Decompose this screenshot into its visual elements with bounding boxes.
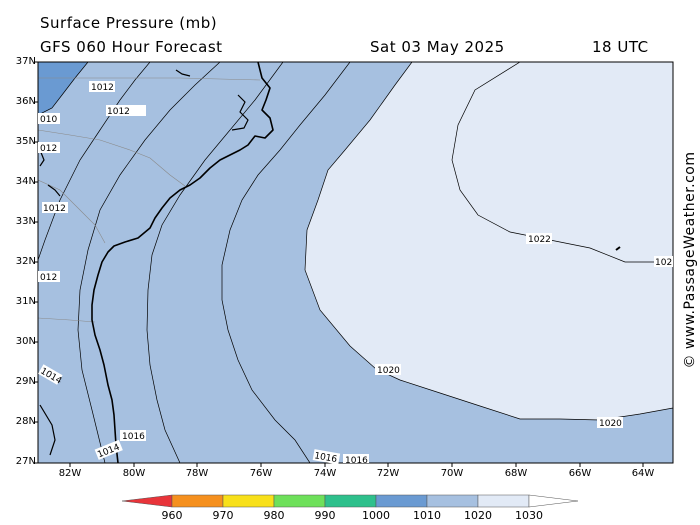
lon-label: 78W	[185, 468, 209, 479]
contour-label-1010: 010	[40, 115, 57, 125]
colorbar-label: 1030	[515, 509, 543, 522]
contour-label-1012: 012	[40, 273, 57, 283]
state-borders	[38, 77, 261, 323]
lon-label: 70W	[440, 468, 464, 479]
axis-ticks	[34, 61, 644, 467]
lon-label: 64W	[631, 468, 655, 479]
colorbar-segment	[477, 494, 530, 508]
colorbar-segment	[222, 494, 275, 508]
pressure-band-1000-1010	[38, 62, 88, 115]
colorbar-segment	[273, 494, 326, 508]
coastline	[39, 62, 274, 463]
western-lake-shore	[39, 149, 45, 167]
contour-label-1012: 1012	[91, 83, 114, 93]
credit-text: © www.PassageWeather.com	[682, 151, 698, 369]
chesapeake-shore	[175, 69, 191, 77]
lat-label: 31N	[15, 296, 36, 307]
forecast-label: GFS 060 Hour Forecast	[40, 38, 223, 56]
colorbar-segment-low	[121, 494, 173, 508]
pamlico-sound-shore	[231, 94, 249, 131]
contour-label-1012: 1012	[107, 107, 130, 117]
lat-label: 37N	[15, 56, 36, 67]
colorbar-label: 990	[314, 509, 336, 522]
lat-label: 32N	[15, 256, 36, 267]
colorbar-label: 970	[212, 509, 234, 522]
pressure-band-1020-1030	[305, 62, 673, 420]
marion-lake-shore	[47, 184, 61, 197]
lon-label: 74W	[313, 468, 337, 479]
colorbar-label: 1000	[362, 509, 390, 522]
lon-label: 82W	[58, 468, 82, 479]
lat-label: 35N	[15, 136, 36, 147]
isobar-1016	[146, 62, 284, 463]
colorbar-segment	[426, 494, 479, 508]
map-area	[38, 62, 673, 463]
colorbar-label: 980	[263, 509, 285, 522]
isobar-1020	[304, 62, 673, 421]
lat-label: 30N	[15, 336, 36, 347]
lon-label: 80W	[122, 468, 146, 479]
contour-label-1020: 1020	[377, 366, 400, 376]
colorbar-label: 1010	[413, 509, 441, 522]
contour-label-1012: 1012	[43, 204, 66, 214]
border-va-nc	[38, 77, 261, 81]
contour-label-1012: 012	[40, 144, 57, 154]
isobar-1010	[38, 62, 89, 116]
lon-label: 72W	[376, 468, 400, 479]
border-ga-fl	[38, 317, 96, 323]
contour-label-1022: 1022	[528, 235, 551, 245]
isobar-1018	[221, 62, 351, 463]
colorbar-segment	[171, 494, 224, 508]
isobar-1014	[77, 62, 221, 463]
border-nc-sc	[38, 129, 186, 187]
lon-label: 76W	[249, 468, 273, 479]
lat-label: 29N	[15, 376, 36, 387]
border-sc-ga	[38, 179, 106, 244]
lat-label: 34N	[15, 176, 36, 187]
lat-label: 28N	[15, 416, 36, 427]
colorbar-segment	[375, 494, 428, 508]
contour-label-1020: 1020	[599, 419, 622, 429]
valid-time: 18 UTC	[592, 38, 649, 56]
lat-label: 33N	[15, 216, 36, 227]
isobar-1012	[38, 62, 151, 261]
isobars	[38, 62, 673, 463]
lat-label: 36N	[15, 96, 36, 107]
colorbar-label: 1020	[464, 509, 492, 522]
colorbar-segment-high	[528, 494, 579, 508]
lon-label: 68W	[504, 468, 528, 479]
bermuda-island	[615, 246, 621, 251]
contour-label-1016: 1016	[345, 456, 368, 466]
colorbar-segment	[324, 494, 377, 508]
lon-label: 66W	[568, 468, 592, 479]
isobar-1022	[451, 62, 660, 263]
gulf-coast-shore	[39, 404, 56, 456]
colorbar	[121, 494, 579, 508]
map-title: Surface Pressure (mb)	[40, 14, 218, 32]
lat-label: 27N	[15, 456, 36, 467]
contour-label-1022: 102	[655, 258, 672, 268]
valid-date: Sat 03 May 2025	[370, 38, 505, 56]
contour-label-1016: 1016	[122, 432, 145, 442]
contour-label-1016: 1016	[313, 451, 338, 465]
contour-labels: 1012 1012 010 012 1012 012 1014 1014 101…	[38, 81, 673, 466]
east-coastline	[91, 62, 274, 463]
colorbar-label: 960	[161, 509, 183, 522]
